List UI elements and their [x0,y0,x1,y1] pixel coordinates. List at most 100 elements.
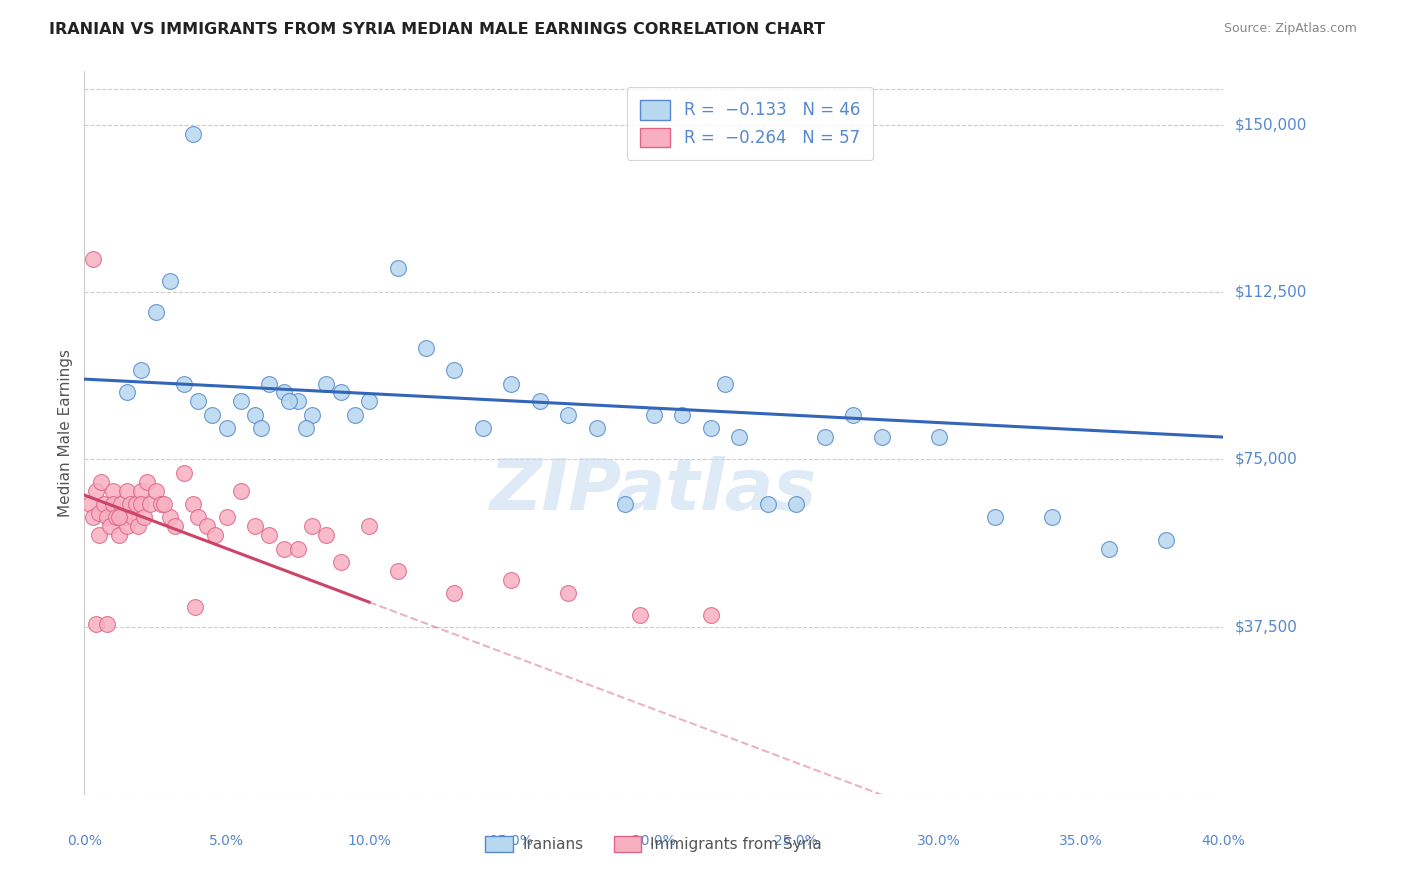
Point [643,408,665,422]
Point [359,519,381,533]
Point [359,394,381,409]
Point [329,555,352,569]
Point [557,586,579,600]
Point [115,385,138,400]
Point [756,497,779,511]
Text: 5.0%: 5.0% [209,834,245,848]
Point [700,421,723,435]
Point [134,510,156,524]
Point [96,510,118,524]
Point [287,541,309,556]
Point [104,510,127,524]
Point [229,483,252,498]
Point [1042,510,1064,524]
Point [115,519,138,533]
Text: $37,500: $37,500 [1234,619,1298,634]
Point [343,408,366,422]
Text: 0.0%: 0.0% [67,834,101,848]
Text: 35.0%: 35.0% [1059,834,1102,848]
Point [181,497,204,511]
Text: 25.0%: 25.0% [775,834,818,848]
Point [1156,533,1178,547]
Point [127,519,149,533]
Point [184,599,207,614]
Point [557,408,579,422]
Point [90,475,112,489]
Point [187,394,209,409]
Point [153,497,176,511]
Point [131,483,153,498]
Point [121,510,143,524]
Text: $75,000: $75,000 [1234,452,1298,467]
Point [714,376,737,391]
Point [145,305,167,319]
Point [472,421,495,435]
Point [136,475,159,489]
Point [443,363,465,377]
Point [842,408,865,422]
Point [295,421,318,435]
Point [173,466,195,480]
Text: 20.0%: 20.0% [631,834,676,848]
Point [387,260,409,275]
Point [984,510,1007,524]
Legend: Iranians, Immigrants from Syria: Iranians, Immigrants from Syria [479,830,828,858]
Point [112,510,135,524]
Text: ZIPatlas: ZIPatlas [491,456,817,524]
Point [131,497,153,511]
Point [671,408,693,422]
Point [928,430,950,444]
Text: $150,000: $150,000 [1234,118,1306,132]
Y-axis label: Median Male Earnings: Median Male Earnings [58,349,73,516]
Point [181,127,204,141]
Point [195,519,218,533]
Point [529,394,551,409]
Point [124,497,146,511]
Point [785,497,807,511]
Point [165,519,187,533]
Point [82,510,104,524]
Point [118,497,141,511]
Point [814,430,837,444]
Point [215,421,238,435]
Text: 15.0%: 15.0% [489,834,533,848]
Point [700,608,723,623]
Point [159,274,181,288]
Point [101,483,124,498]
Point [870,430,893,444]
Point [301,408,323,422]
Point [315,528,337,542]
Point [415,341,437,355]
Point [501,573,523,587]
Point [87,506,110,520]
Point [204,528,226,542]
Point [287,394,309,409]
Point [187,510,209,524]
Point [79,497,101,511]
Point [96,617,118,632]
Point [107,528,129,542]
Point [115,483,138,498]
Point [139,497,162,511]
Point [273,541,295,556]
Point [159,510,181,524]
Point [131,363,153,377]
Point [145,483,167,498]
Point [101,497,124,511]
Point [245,408,267,422]
Point [273,385,295,400]
Point [586,421,609,435]
Point [110,497,132,511]
Point [87,528,110,542]
Text: IRANIAN VS IMMIGRANTS FROM SYRIA MEDIAN MALE EARNINGS CORRELATION CHART: IRANIAN VS IMMIGRANTS FROM SYRIA MEDIAN … [49,22,825,37]
Point [229,394,252,409]
Point [82,252,104,266]
Point [250,421,273,435]
Text: $112,500: $112,500 [1234,285,1306,300]
Point [84,483,107,498]
Point [107,510,129,524]
Point [387,564,409,578]
Point [215,510,238,524]
Point [329,385,352,400]
Point [728,430,751,444]
